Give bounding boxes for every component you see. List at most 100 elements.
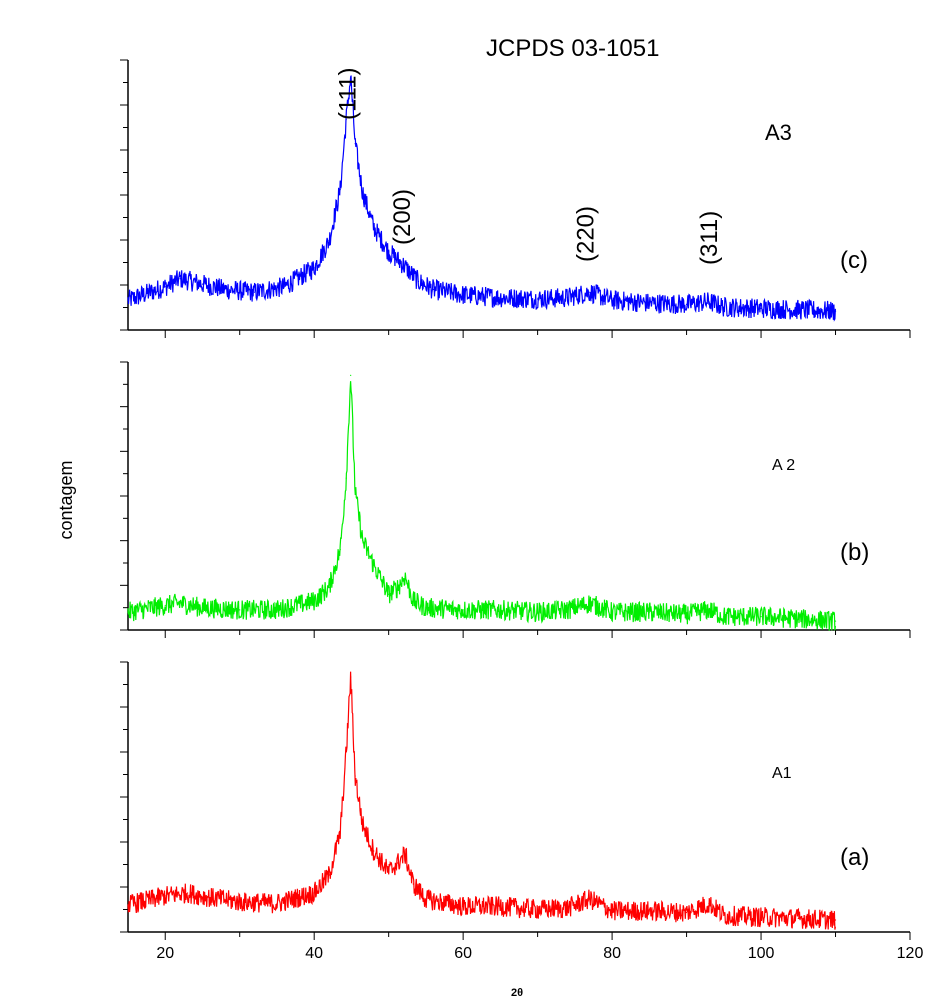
data-point xyxy=(388,593,390,595)
data-point xyxy=(685,613,688,615)
data-point xyxy=(373,226,375,228)
data-point xyxy=(723,616,725,618)
x-tick-labels: 20 40 60 80 100 120 xyxy=(156,945,923,962)
data-point xyxy=(708,902,710,905)
data-point xyxy=(834,310,837,312)
reflection-label: (220) xyxy=(572,206,599,262)
data-point xyxy=(723,914,725,917)
data-point xyxy=(537,908,539,911)
data-point xyxy=(566,297,569,299)
data-point xyxy=(425,607,427,609)
data-point xyxy=(797,309,799,311)
data-point xyxy=(566,907,569,909)
data-point xyxy=(339,832,341,834)
data-point xyxy=(648,910,650,912)
data-point xyxy=(412,883,414,885)
sample-label: A3 xyxy=(765,120,792,145)
data-point xyxy=(354,143,356,145)
data-point xyxy=(186,892,189,894)
data-point xyxy=(708,301,710,303)
data-point xyxy=(354,775,356,777)
data-point xyxy=(499,297,501,299)
data-point xyxy=(224,288,226,291)
data-point xyxy=(499,905,501,908)
data-point xyxy=(362,540,364,542)
data-point xyxy=(425,898,427,900)
series-line-(a) xyxy=(127,671,836,930)
data-point xyxy=(404,575,406,578)
data-point xyxy=(373,850,375,852)
series-line-(c) xyxy=(127,75,836,322)
y-axis-label: contagem xyxy=(56,460,76,539)
data-point xyxy=(239,609,241,611)
series-line-(b) xyxy=(127,381,836,631)
data-point xyxy=(648,302,650,304)
sample-label: A 2 xyxy=(772,457,795,474)
data-point xyxy=(127,611,129,613)
data-point xyxy=(313,892,315,894)
data-point xyxy=(350,374,352,376)
reflection-label: (200) xyxy=(389,189,416,245)
data-point xyxy=(164,286,166,288)
data-point xyxy=(350,75,352,77)
data-point xyxy=(362,191,364,193)
data-point xyxy=(179,602,181,604)
data-point xyxy=(209,896,211,899)
data-point xyxy=(313,267,315,269)
panel-tag: (c) xyxy=(840,247,868,274)
data-point xyxy=(708,609,710,611)
data-point xyxy=(328,874,330,876)
data-point xyxy=(388,871,390,873)
data-point xyxy=(589,898,591,900)
sample-label: A1 xyxy=(772,765,792,782)
data-point xyxy=(685,303,688,305)
data-point xyxy=(797,618,799,620)
data-point xyxy=(417,280,420,282)
data-point xyxy=(723,306,725,308)
data-point xyxy=(462,294,464,296)
data-point xyxy=(276,902,278,905)
data-point xyxy=(566,609,569,611)
data-point xyxy=(179,278,181,280)
data-point xyxy=(254,291,256,293)
data-point xyxy=(648,611,650,613)
data-point xyxy=(283,286,285,288)
data-point xyxy=(402,264,405,266)
x-tick-label: 120 xyxy=(897,945,924,962)
data-point xyxy=(313,600,315,602)
data-point xyxy=(201,283,204,285)
data-point xyxy=(499,609,501,611)
data-point xyxy=(537,611,539,613)
data-point xyxy=(339,189,341,191)
panel-tag: (b) xyxy=(840,539,869,566)
x-tick-label: 40 xyxy=(305,945,323,962)
data-point xyxy=(589,602,591,604)
data-point xyxy=(462,905,464,908)
panel-2: (a) A1 xyxy=(120,661,911,940)
data-point xyxy=(611,910,613,912)
data-point xyxy=(834,620,837,622)
data-point xyxy=(760,307,762,309)
x-axis-label: 2θ xyxy=(511,987,523,999)
data-point xyxy=(397,862,399,864)
data-point xyxy=(328,586,330,589)
data-point xyxy=(328,240,330,242)
panel-0: (c) A3 xyxy=(120,59,911,338)
panels-group: (c) A3 (b) A 2 (a) A1 xyxy=(120,59,911,940)
data-point xyxy=(611,299,613,301)
data-point xyxy=(834,919,837,921)
data-point xyxy=(797,917,799,920)
data-point xyxy=(164,895,166,897)
data-point xyxy=(432,288,434,291)
data-point xyxy=(127,299,129,301)
data-point xyxy=(611,611,613,613)
data-point xyxy=(373,564,375,566)
chart-title: JCPDS 03-1051 xyxy=(486,35,659,62)
data-point xyxy=(537,298,539,300)
data-point xyxy=(239,901,241,903)
data-point xyxy=(164,604,166,607)
reflection-label: (111) xyxy=(335,68,362,120)
data-point xyxy=(404,853,406,855)
data-point xyxy=(760,916,762,918)
